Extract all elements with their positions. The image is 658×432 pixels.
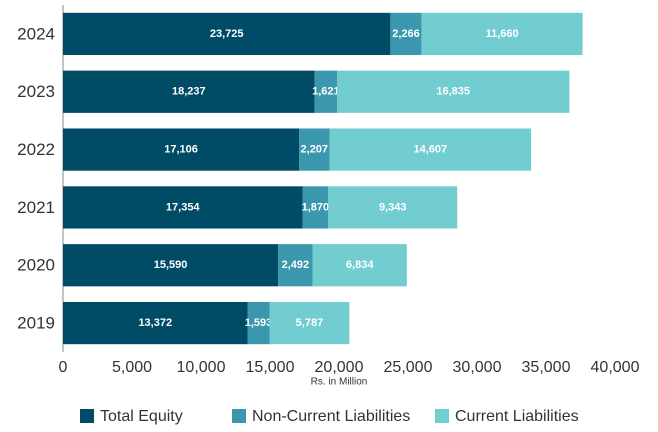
y-tick-label: 2022	[17, 140, 55, 159]
bar	[63, 301, 248, 345]
legend-label: Non-Current Liabilities	[252, 408, 410, 425]
bar	[269, 301, 350, 345]
value-label: 6,834	[346, 259, 374, 271]
value-label: 9,343	[379, 201, 407, 213]
value-label: 13,372	[138, 317, 172, 329]
bar	[299, 128, 330, 171]
value-label: 2,207	[301, 143, 329, 155]
bar	[63, 12, 391, 56]
value-label: 18,237	[172, 86, 206, 98]
bar	[337, 70, 570, 113]
bar	[421, 12, 583, 56]
bar	[63, 70, 315, 113]
value-label: 15,590	[154, 259, 188, 271]
x-tick-label: 20,000	[315, 359, 364, 376]
bar	[63, 186, 303, 229]
legend-swatch	[435, 409, 449, 423]
value-label: 14,607	[413, 143, 447, 155]
bar	[63, 128, 300, 171]
x-axis-label: Rs. in Million	[311, 377, 368, 388]
x-tick-label: 25,000	[384, 359, 433, 376]
legend-swatch	[232, 409, 246, 423]
bar	[314, 70, 338, 113]
y-tick-label: 2021	[17, 198, 55, 217]
bar	[302, 186, 329, 229]
bar	[247, 301, 270, 345]
y-tick-label: 2020	[17, 256, 55, 275]
value-label: 11,660	[486, 28, 519, 40]
x-tick-label: 0	[59, 359, 68, 376]
value-label: 1,593	[245, 317, 273, 329]
x-tick-label: 30,000	[453, 359, 502, 376]
y-tick-label: 2023	[17, 82, 55, 101]
bar	[390, 12, 422, 56]
x-tick-label: 35,000	[522, 359, 571, 376]
bar	[278, 244, 313, 287]
x-tick-label: 40,000	[591, 359, 640, 376]
x-tick-label: 15,000	[246, 359, 295, 376]
value-label: 2,492	[282, 259, 310, 271]
legend-swatch	[80, 409, 94, 423]
value-label: 23,725	[210, 28, 244, 40]
legend-label: Current Liabilities	[455, 408, 579, 425]
legend-label: Total Equity	[100, 408, 183, 425]
y-tick-label: 2019	[17, 314, 55, 333]
y-tick-label: 2024	[17, 24, 55, 43]
value-label: 2,266	[392, 28, 420, 40]
value-label: 1,870	[302, 201, 330, 213]
value-label: 17,354	[166, 201, 201, 213]
value-label: 16,835	[436, 86, 470, 98]
bar	[312, 244, 407, 287]
x-tick-label: 5,000	[112, 359, 152, 376]
value-label: 17,106	[164, 143, 198, 155]
bar	[63, 244, 279, 287]
value-label: 5,787	[296, 317, 324, 329]
x-tick-label: 10,000	[177, 359, 226, 376]
bar	[329, 128, 532, 171]
bar	[328, 186, 458, 229]
value-label: 1,621	[312, 86, 340, 98]
